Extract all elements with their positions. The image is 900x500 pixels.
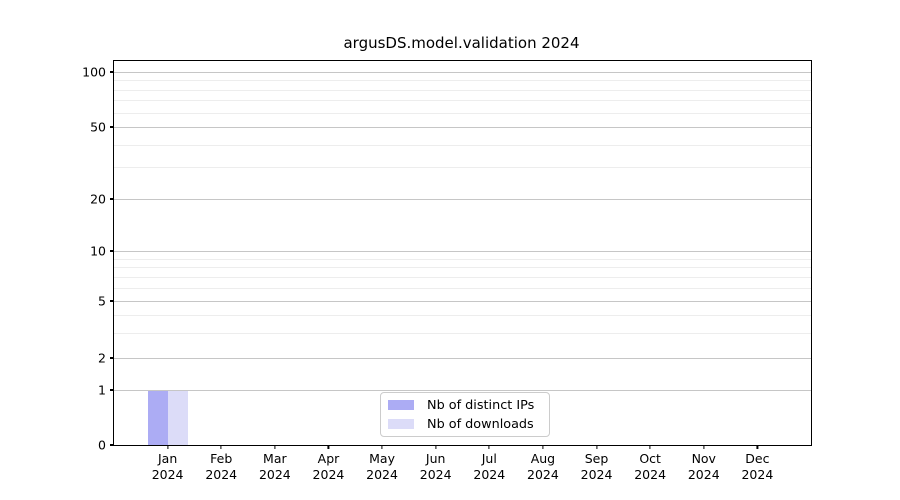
month-label: Apr	[317, 451, 340, 466]
y-tick-mark	[110, 357, 114, 359]
x-tick-mark	[542, 445, 544, 449]
y-tick-label: 50	[90, 119, 106, 135]
legend-item-distinct-ips: Nb of distinct IPs	[388, 398, 549, 413]
y-tick-label: 5	[98, 293, 106, 309]
y-tick-mark	[110, 300, 114, 302]
gridline-minor	[114, 167, 811, 169]
gridline-major	[114, 251, 811, 252]
x-tick-mark	[167, 445, 169, 449]
gridline-major	[114, 357, 811, 359]
legend-swatch-distinct-ips	[388, 400, 414, 410]
gridline-major	[114, 301, 811, 302]
month-label: Jul	[481, 451, 497, 466]
year-label: 2024	[151, 467, 184, 482]
y-tick-label: 20	[90, 191, 106, 207]
gridline-minor	[114, 144, 811, 146]
year-label: 2024	[634, 467, 667, 482]
y-tick-label: 100	[82, 64, 106, 80]
x-tick-mark	[595, 445, 598, 449]
gridline-minor	[114, 332, 811, 334]
y-tick-label: 0	[98, 437, 106, 453]
x-tick-label-dec: Dec 2024	[722, 451, 792, 483]
month-label: Nov	[691, 451, 716, 466]
x-tick-label-nov: Nov 2024	[669, 451, 739, 483]
y-tick-mark	[110, 71, 114, 73]
plot-area: Nb of distinct IPs Nb of downloads 0 1 2 5 1…	[82, 60, 812, 482]
month-label: Jun	[425, 451, 446, 466]
gridline-major	[114, 71, 811, 73]
x-tick-mark	[327, 445, 330, 449]
x-tick-mark	[756, 445, 758, 449]
y-tick-label: 1	[98, 382, 106, 398]
year-label: 2024	[419, 467, 452, 482]
gridline-minor	[114, 276, 811, 278]
gridline-major	[114, 390, 811, 391]
y-tick-label: 2	[98, 350, 106, 366]
gridline-minor	[114, 314, 811, 316]
x-tick-mark	[220, 445, 222, 449]
x-tick-label-sep: Sep 2024	[562, 451, 632, 483]
x-tick-label-aug: Aug 2024	[508, 451, 578, 483]
year-label: 2024	[473, 467, 506, 482]
x-tick-mark	[274, 445, 276, 449]
gridline-minor	[114, 267, 811, 269]
month-label: Jan	[157, 451, 178, 466]
year-label: 2024	[580, 467, 613, 482]
month-label: Feb	[210, 451, 233, 466]
legend-item-downloads: Nb of downloads	[388, 417, 549, 432]
legend-label-downloads: Nb of downloads	[427, 416, 534, 432]
y-tick-mark	[110, 198, 114, 200]
y-tick-mark	[110, 389, 114, 391]
legend-label-distinct-ips: Nb of distinct IPs	[427, 397, 535, 413]
year-label: 2024	[527, 467, 559, 482]
gridline-major	[114, 199, 811, 200]
year-label: 2024	[258, 467, 291, 482]
x-tick-label-mar: Mar 2024	[240, 451, 310, 483]
gridline-major	[114, 127, 811, 128]
y-tick-label: 10	[90, 243, 106, 259]
y-tick-mark	[110, 126, 114, 128]
year-label: 2024	[687, 467, 720, 482]
gridline-minor	[114, 80, 811, 82]
month-label: Mar	[263, 451, 287, 466]
x-tick-label-may: May 2024	[347, 451, 417, 483]
month-label: May	[369, 451, 395, 466]
chart-title: argusDS.model.validation 2024	[343, 34, 580, 52]
year-label: 2024	[205, 467, 238, 482]
gridline-minor	[114, 112, 811, 114]
x-tick-label-feb: Feb 2024	[186, 451, 256, 483]
x-tick-mark	[381, 445, 383, 449]
x-tick-label-apr: Apr 2024	[293, 451, 363, 483]
gridline-minor	[114, 287, 811, 289]
x-tick-label-oct: Oct 2024	[615, 451, 685, 483]
bar-downloads-jan	[167, 390, 188, 445]
x-tick-mark	[488, 445, 490, 449]
month-label: Dec	[745, 451, 770, 466]
x-tick-mark	[649, 445, 651, 449]
gridline-minor	[114, 100, 811, 102]
legend: Nb of distinct IPs Nb of downloads	[380, 392, 550, 437]
gridline-minor	[114, 89, 811, 91]
month-label: Sep	[584, 451, 609, 466]
x-tick-label-jun: Jun 2024	[401, 451, 471, 483]
month-label: Aug	[530, 451, 556, 466]
x-tick-label-jul: Jul 2024	[454, 451, 524, 483]
x-tick-mark	[435, 445, 437, 449]
x-tick-mark	[703, 445, 705, 449]
y-tick-mark	[110, 444, 114, 446]
year-label: 2024	[741, 467, 774, 482]
month-label: Oct	[639, 451, 661, 466]
year-label: 2024	[312, 467, 345, 482]
x-tick-label-jan: Jan 2024	[133, 451, 203, 483]
year-label: 2024	[366, 467, 398, 482]
legend-swatch-downloads	[388, 419, 414, 429]
bar-distinct-ips-jan	[147, 390, 168, 445]
gridline-minor	[114, 258, 811, 260]
y-tick-mark	[110, 250, 114, 252]
